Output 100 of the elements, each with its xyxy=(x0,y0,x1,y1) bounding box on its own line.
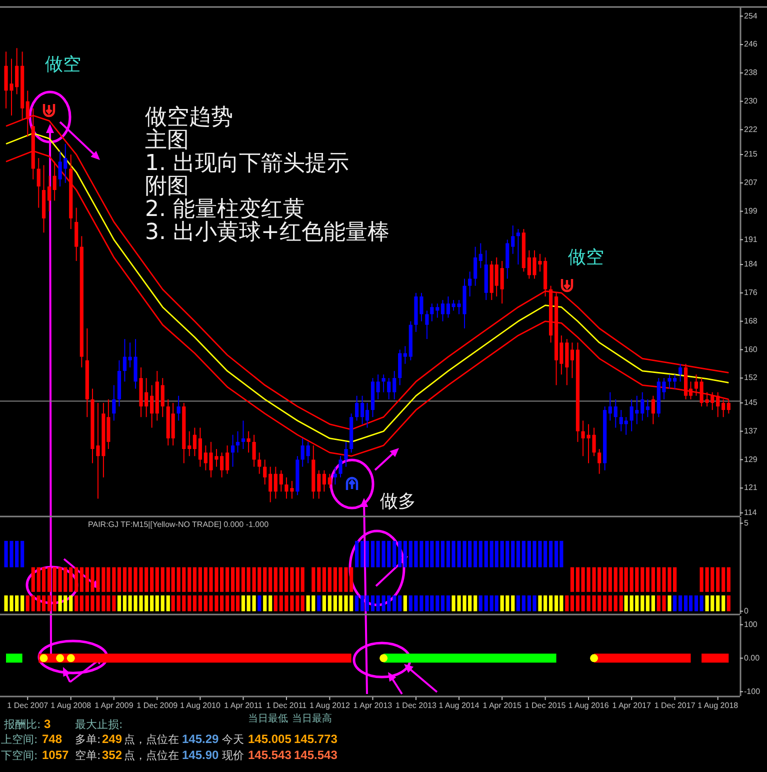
bar xyxy=(619,595,623,612)
y-tick-label: 160 xyxy=(744,344,758,354)
candlestick xyxy=(678,363,682,382)
text: 今天 xyxy=(222,733,244,746)
bar xyxy=(608,567,612,592)
bar xyxy=(446,595,450,612)
bar xyxy=(155,567,159,592)
candlestick xyxy=(279,470,283,492)
text: 最大止损: xyxy=(75,718,123,732)
candlestick xyxy=(306,441,310,464)
bar xyxy=(20,540,24,568)
candlestick xyxy=(236,430,240,454)
bar xyxy=(403,595,407,612)
bar xyxy=(263,595,267,612)
candlestick xyxy=(230,434,235,468)
x-tick-label: 1 Apr 2015 xyxy=(482,701,522,710)
text: 145.773 xyxy=(294,732,338,746)
text: 748 xyxy=(42,732,62,746)
bar xyxy=(440,595,445,612)
annotation: 3. 出小黄球+红色能量棒 xyxy=(145,220,390,245)
x-tick-label: 1 Aug 2012 xyxy=(309,701,350,710)
annotation: 做空 xyxy=(45,54,81,75)
candlestick xyxy=(440,299,445,322)
bar xyxy=(317,595,321,612)
x-tick-label: 1 Dec 2007 xyxy=(7,701,49,710)
candlestick xyxy=(333,466,337,485)
text: 145.005 xyxy=(248,732,292,746)
bar xyxy=(370,540,375,568)
y-tick-label: 0.00 xyxy=(744,653,760,662)
candlestick xyxy=(436,303,440,318)
candlestick xyxy=(614,398,618,428)
text: 3 xyxy=(44,717,51,732)
candlestick xyxy=(225,444,230,474)
bar xyxy=(69,595,73,612)
candlestick xyxy=(317,470,321,500)
y-tick-label: 207 xyxy=(744,178,758,188)
bar xyxy=(192,595,196,612)
candlestick xyxy=(160,378,164,418)
bar xyxy=(694,595,698,612)
candlestick xyxy=(403,346,407,364)
bar xyxy=(198,567,202,592)
text: 145.543 xyxy=(248,748,292,762)
y-tick-label: 5 xyxy=(744,518,749,528)
x-tick-label: 1 Dec 2017 xyxy=(654,701,696,710)
bar xyxy=(268,567,272,592)
candlestick xyxy=(188,430,192,457)
bar xyxy=(370,595,375,612)
x-tick-label: 1 Apr 2013 xyxy=(353,701,393,710)
text: 1057 xyxy=(42,748,70,762)
candlestick xyxy=(252,434,256,468)
text: 下空间: xyxy=(1,749,38,762)
bar xyxy=(225,567,230,592)
candlestick xyxy=(322,470,326,492)
bar xyxy=(646,567,650,592)
candlestick xyxy=(241,420,246,450)
candlestick xyxy=(150,384,154,428)
candlestick xyxy=(430,303,434,322)
bar xyxy=(52,567,56,592)
candlestick xyxy=(651,395,655,425)
candlestick xyxy=(516,228,520,266)
candlestick xyxy=(198,427,202,468)
bar xyxy=(726,567,730,592)
bar xyxy=(31,567,35,592)
y-tick-label: 145 xyxy=(744,398,758,407)
candlestick xyxy=(646,398,650,418)
bar xyxy=(69,567,73,592)
annotation: 做多 xyxy=(380,491,416,512)
annotation: 2. 能量柱变红黄 xyxy=(145,197,305,222)
candlestick xyxy=(47,175,52,212)
bar xyxy=(20,595,24,612)
candlestick xyxy=(392,370,396,400)
text: 249 xyxy=(102,732,122,746)
y-tick-label: 0 xyxy=(744,606,749,616)
bar xyxy=(668,595,672,612)
bar xyxy=(651,595,655,612)
bar xyxy=(392,540,396,568)
text: 点，点位在 xyxy=(124,733,179,746)
x-tick-label: 1 Dec 2013 xyxy=(396,701,437,710)
bar xyxy=(328,567,332,592)
bar xyxy=(436,540,440,568)
y-tick-label: 238 xyxy=(744,68,758,78)
text: 352 xyxy=(102,748,122,762)
y-tick-label: 100 xyxy=(744,620,758,629)
x-tick-label: 1 Aug 2016 xyxy=(568,701,610,710)
candlestick xyxy=(52,161,56,202)
x-tick-label: 1 Dec 2011 xyxy=(266,701,308,710)
bar xyxy=(478,540,482,568)
bar xyxy=(322,567,326,592)
bar xyxy=(716,595,720,612)
y-tick-label: 230 xyxy=(744,96,758,106)
y-tick-label: 184 xyxy=(744,260,758,269)
candlestick xyxy=(112,384,116,422)
bar xyxy=(440,540,445,568)
y-tick-label: 254 xyxy=(744,11,758,20)
text: 报酬比: xyxy=(3,718,41,732)
bar xyxy=(603,567,607,592)
y-tick-label: 246 xyxy=(744,40,758,49)
bar xyxy=(673,595,677,612)
text: 145.543 xyxy=(294,748,338,762)
bar xyxy=(640,567,644,592)
